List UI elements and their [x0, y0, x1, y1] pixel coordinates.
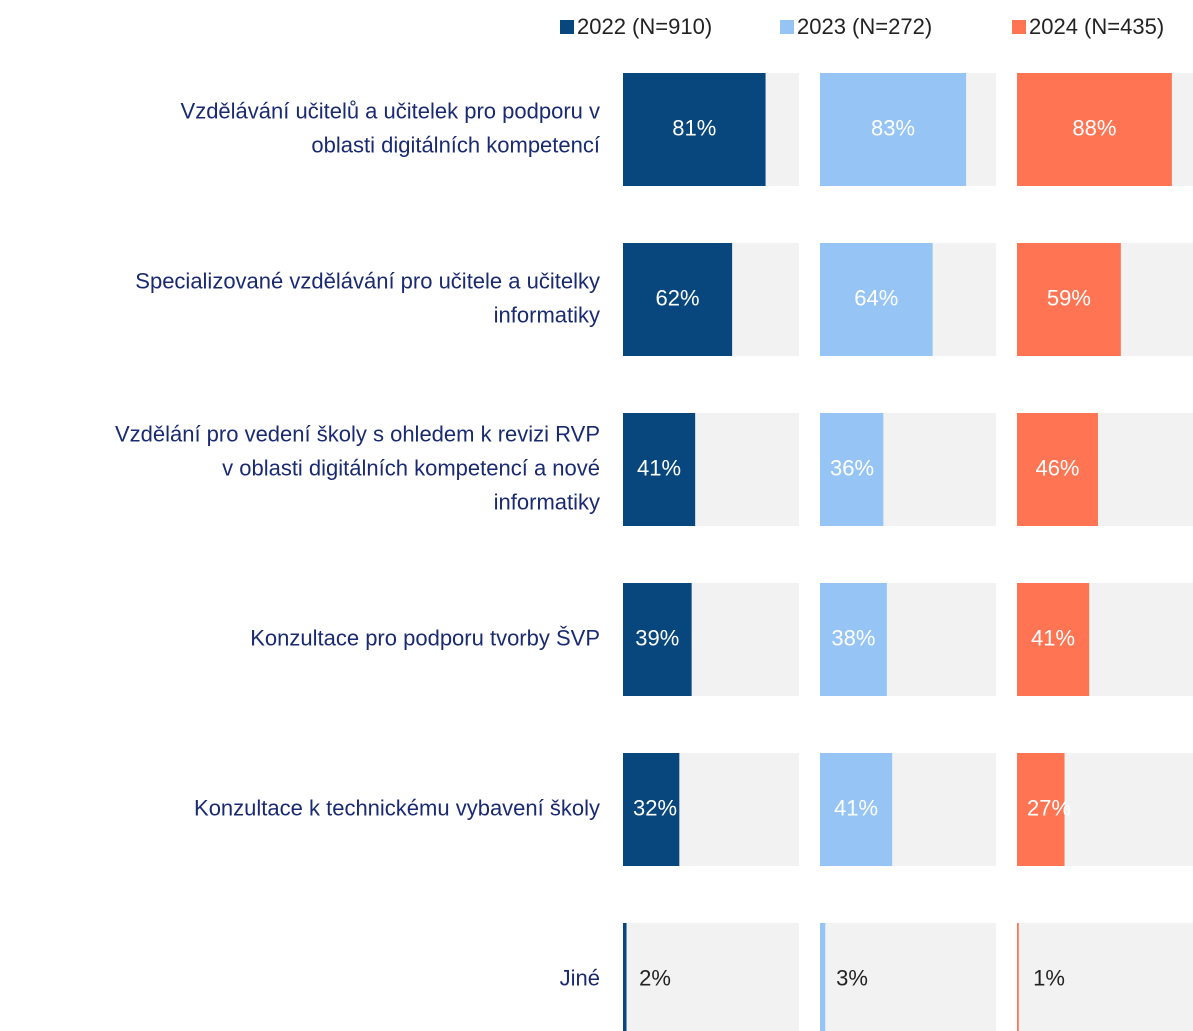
bar: [623, 413, 696, 526]
legend-swatch: [560, 20, 574, 34]
category-label: Jiné: [560, 965, 600, 990]
bar: [820, 243, 933, 356]
category-label: Konzultace pro podporu tvorby ŠVP: [250, 625, 600, 650]
category-label: Vzdělání pro vedení školy s ohledem k re…: [115, 421, 600, 514]
value-label: 41%: [1031, 625, 1075, 650]
value-label: 83%: [871, 115, 915, 140]
bar: [820, 73, 967, 186]
bar: [1017, 583, 1090, 696]
value-label: 1%: [1033, 965, 1065, 990]
bar: [820, 583, 887, 696]
value-label: 41%: [834, 795, 878, 820]
bar: [623, 753, 680, 866]
value-label: 2%: [639, 965, 671, 990]
bar: [1017, 753, 1065, 866]
legend-label: 2024 (N=435): [1029, 14, 1164, 39]
legend-swatch: [1012, 20, 1026, 34]
bar: [820, 413, 884, 526]
bar: [820, 753, 893, 866]
bar: [623, 73, 766, 186]
value-label: 39%: [635, 625, 679, 650]
value-label: 62%: [656, 285, 700, 310]
value-label: 81%: [672, 115, 716, 140]
value-label: 41%: [637, 455, 681, 480]
category-label: Specializované vzdělávání pro učitele a …: [135, 268, 600, 327]
value-label: 59%: [1047, 285, 1091, 310]
bar-background: [820, 923, 996, 1031]
legend-label: 2023 (N=272): [797, 14, 932, 39]
bar-background: [1017, 923, 1193, 1031]
bar: [623, 243, 733, 356]
value-label: 32%: [633, 795, 677, 820]
category-label: Konzultace k technickému vybavení školy: [194, 795, 600, 820]
value-label: 88%: [1072, 115, 1116, 140]
bar: [820, 923, 826, 1031]
value-label: 38%: [831, 625, 875, 650]
legend-label: 2022 (N=910): [577, 14, 712, 39]
value-label: 3%: [836, 965, 868, 990]
bar: [623, 583, 692, 696]
value-label: 64%: [854, 285, 898, 310]
legend-swatch: [780, 20, 794, 34]
bar: [1017, 73, 1172, 186]
bar: [623, 923, 627, 1031]
value-label: 36%: [830, 455, 874, 480]
category-label: Vzdělávání učitelů a učitelek pro podpor…: [181, 98, 600, 157]
value-label: 27%: [1027, 795, 1071, 820]
value-label: 46%: [1035, 455, 1079, 480]
bar: [1017, 413, 1098, 526]
bar: [1017, 923, 1019, 1031]
bar: [1017, 243, 1121, 356]
bar-background: [623, 923, 799, 1031]
